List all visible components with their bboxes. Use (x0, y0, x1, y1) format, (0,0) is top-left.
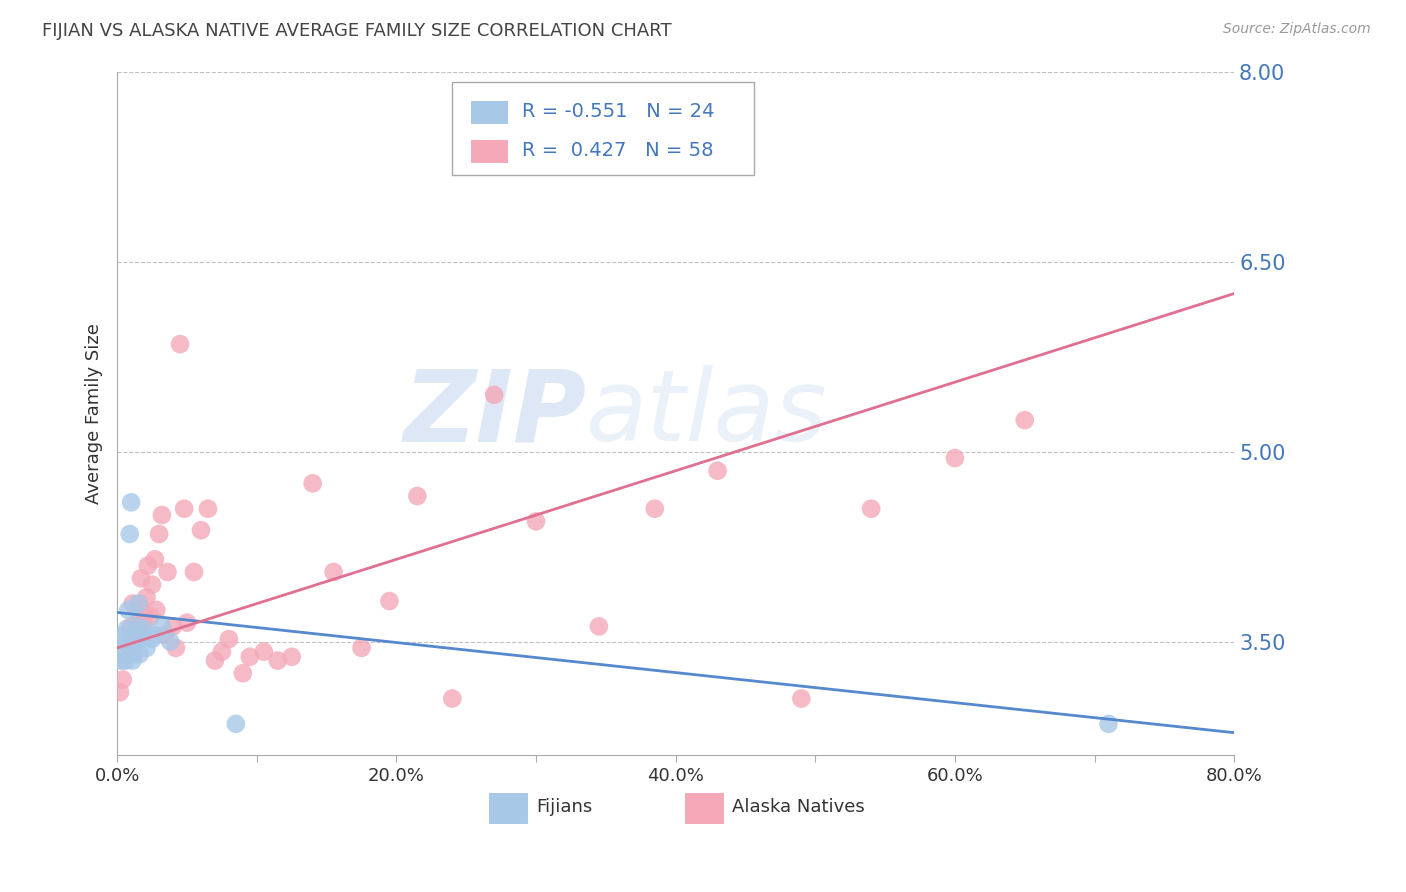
Point (232, 666, 254, 681)
Point (143, 552, 166, 566)
Point (145, 603, 167, 617)
Point (120, 619, 142, 633)
Y-axis label: Average Family Size: Average Family Size (86, 323, 103, 504)
Point (524, 514, 547, 528)
FancyBboxPatch shape (453, 82, 754, 175)
FancyBboxPatch shape (489, 793, 527, 823)
Point (350, 640, 373, 655)
Point (378, 594, 401, 608)
Point (441, 691, 464, 706)
Text: Source: ZipAtlas.com: Source: ZipAtlas.com (1223, 22, 1371, 37)
Point (301, 476, 323, 491)
Text: Fijians: Fijians (536, 797, 592, 816)
Point (110, 645, 132, 659)
Point (159, 634, 181, 648)
Point (162, 619, 184, 633)
Point (141, 577, 163, 591)
Point (183, 565, 205, 579)
Point (211, 645, 233, 659)
FancyBboxPatch shape (685, 793, 723, 823)
Point (124, 632, 146, 646)
Point (644, 501, 666, 516)
Text: Alaska Natives: Alaska Natives (731, 797, 865, 816)
Point (120, 495, 142, 509)
Point (267, 654, 290, 668)
FancyBboxPatch shape (471, 101, 508, 122)
Point (117, 603, 139, 617)
Point (588, 619, 610, 633)
Point (148, 527, 170, 541)
Point (132, 615, 155, 630)
Point (128, 597, 150, 611)
Point (150, 508, 173, 522)
Point (132, 622, 155, 636)
Point (118, 628, 141, 642)
Point (190, 523, 212, 537)
Point (156, 565, 179, 579)
Point (253, 645, 276, 659)
Point (1097, 716, 1119, 731)
Point (165, 640, 187, 655)
Point (141, 632, 163, 646)
Point (115, 622, 138, 636)
Point (128, 647, 150, 661)
Text: ZIP: ZIP (404, 365, 586, 462)
Point (122, 647, 145, 661)
Point (1014, 413, 1036, 427)
Point (790, 691, 813, 706)
Point (860, 501, 883, 516)
Point (127, 615, 149, 630)
Point (131, 628, 153, 642)
Point (114, 654, 136, 668)
FancyBboxPatch shape (471, 140, 508, 161)
Point (111, 673, 134, 687)
Point (176, 615, 198, 630)
Point (121, 597, 143, 611)
Point (135, 640, 157, 655)
Text: atlas: atlas (586, 365, 828, 462)
Point (204, 654, 226, 668)
Point (118, 527, 141, 541)
Point (125, 624, 148, 639)
Point (943, 451, 966, 466)
Point (150, 619, 173, 633)
Point (112, 654, 135, 668)
Point (125, 619, 148, 633)
Point (153, 628, 176, 642)
Point (482, 388, 505, 402)
Point (134, 607, 156, 621)
Point (127, 597, 149, 611)
Point (139, 609, 162, 624)
Point (169, 337, 191, 351)
Point (225, 716, 247, 731)
Point (322, 565, 344, 579)
Point (131, 632, 153, 646)
Point (117, 637, 139, 651)
Text: FIJIAN VS ALASKA NATIVE AVERAGE FAMILY SIZE CORRELATION CHART: FIJIAN VS ALASKA NATIVE AVERAGE FAMILY S… (42, 22, 672, 40)
Point (108, 654, 131, 668)
Point (111, 634, 134, 648)
Point (197, 501, 219, 516)
Text: R =  0.427   N = 58: R = 0.427 N = 58 (522, 141, 713, 161)
Point (406, 489, 429, 503)
Point (122, 645, 145, 659)
Point (129, 571, 152, 585)
Point (124, 632, 146, 646)
Point (239, 649, 262, 664)
Point (173, 501, 195, 516)
Point (115, 647, 138, 661)
Point (135, 591, 157, 605)
Point (112, 628, 135, 642)
Point (136, 558, 159, 573)
Text: R = -0.551   N = 24: R = -0.551 N = 24 (522, 103, 714, 121)
Point (121, 654, 143, 668)
Point (108, 685, 131, 699)
Point (143, 628, 166, 642)
Point (218, 632, 240, 646)
Point (280, 649, 302, 664)
Point (706, 464, 728, 478)
